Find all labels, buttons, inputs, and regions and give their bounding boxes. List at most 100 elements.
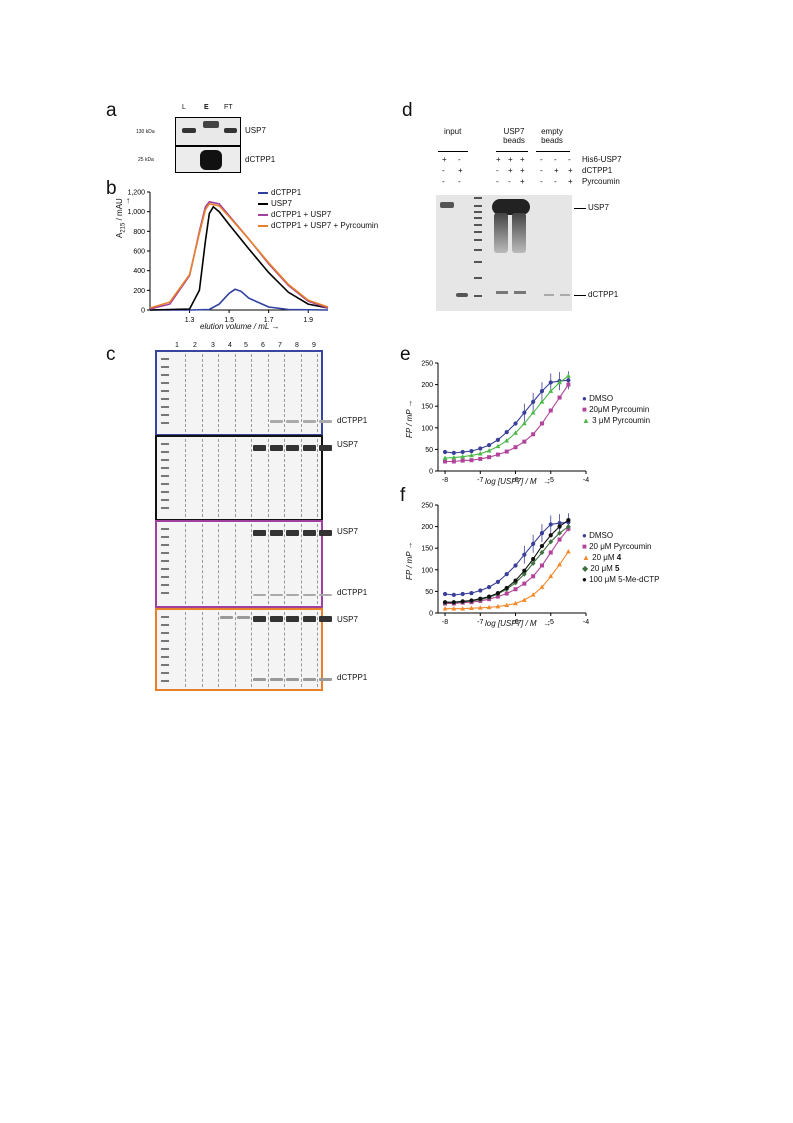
lane-separator xyxy=(201,524,203,604)
data-point xyxy=(460,591,465,597)
gel-band xyxy=(253,530,266,536)
data-point xyxy=(548,573,554,579)
ladder-band xyxy=(161,491,169,493)
legend-b: dCTPP1 USP7 dCTPP1 + USP7 dCTPP1 + USP7 … xyxy=(258,187,378,231)
data-point xyxy=(469,458,474,463)
sign-cell: + xyxy=(568,177,573,186)
x-tick-label: -7 xyxy=(477,477,483,484)
ladder-band xyxy=(161,499,169,501)
data-point xyxy=(504,585,509,591)
gel-label: dCTPP1 xyxy=(337,416,368,425)
legend-f-swatch: ● xyxy=(582,531,587,540)
legend-b-swatch xyxy=(258,202,268,205)
gel-band xyxy=(319,420,332,423)
data-point xyxy=(565,524,571,530)
data-point xyxy=(460,599,465,604)
ladder-band xyxy=(161,584,169,586)
header-usp7-beads: USP7 beads xyxy=(503,127,525,145)
data-point xyxy=(486,442,492,448)
ladder-band xyxy=(161,680,169,682)
ladder-band xyxy=(161,390,169,392)
gel-band xyxy=(253,594,266,596)
lane-separator xyxy=(300,354,302,432)
legend-f: ● DMSO ■ 20 μM Pyrcoumin ▲ 20 μM 4 ◆ 20 … xyxy=(582,530,659,585)
ladder-band xyxy=(161,459,169,461)
data-point xyxy=(504,591,509,596)
lane-separator xyxy=(300,524,302,604)
legend-f-swatch: ● xyxy=(582,575,587,584)
legend-b-item: USP7 xyxy=(258,198,378,209)
gel-band xyxy=(269,594,283,596)
gel-label: dCTPP1 xyxy=(337,673,368,682)
gel-band xyxy=(286,678,299,681)
gel-band xyxy=(253,678,266,681)
band-label-dctpp1: dCTPP1 xyxy=(588,290,619,299)
data-point xyxy=(442,449,448,455)
legend-e-swatch: ● xyxy=(582,394,587,403)
ladder-band xyxy=(161,414,169,416)
ladder-band xyxy=(161,672,169,674)
gel-band xyxy=(286,616,299,622)
legend-f-label: 20 μM xyxy=(592,553,617,562)
fit-line xyxy=(444,375,569,459)
lane-separator xyxy=(251,354,252,432)
sign-cell: - xyxy=(540,155,543,164)
xlabel-b: elution volume / mL → xyxy=(200,322,280,331)
data-point xyxy=(460,449,465,455)
lane-separator xyxy=(201,354,203,432)
sign-cell: + xyxy=(520,155,525,164)
lane-number: 4 xyxy=(228,342,232,349)
legend-f-swatch: ▲ xyxy=(582,553,590,562)
sign-cell: - xyxy=(458,155,461,164)
ladder-band xyxy=(161,382,169,384)
gel-band xyxy=(286,530,299,536)
legend-f-item: ● 100 μM 5-Me-dCTP xyxy=(582,574,659,585)
ladder-band xyxy=(474,217,482,219)
legend-b-item: dCTPP1 + USP7 xyxy=(258,209,378,220)
panel-label-e: e xyxy=(400,344,411,365)
data-point xyxy=(539,399,545,404)
data-point xyxy=(522,410,527,415)
ladder-band xyxy=(161,366,169,368)
gel-label: dCTPP1 xyxy=(337,588,368,597)
y-tick-label: 600 xyxy=(133,249,145,256)
lane-separator xyxy=(185,354,186,432)
legend-f-compound: 4 xyxy=(616,553,622,562)
gel-usp7 xyxy=(155,435,332,521)
ladder-band xyxy=(474,231,482,233)
data-point xyxy=(477,605,483,610)
data-point xyxy=(469,449,474,454)
legend-f-label: 20 μM Pyrcoumin xyxy=(589,542,652,551)
sign-cell: - xyxy=(508,177,511,186)
gel-dctpp1-usp7-pyrcoumin xyxy=(155,608,332,691)
data-point xyxy=(451,600,456,605)
ladder-band xyxy=(161,536,169,538)
band-label-dctpp1: dCTPP1 xyxy=(245,155,276,164)
blot-top xyxy=(175,117,241,146)
data-point xyxy=(557,521,562,526)
xlabel-f: log [USP7] / M → xyxy=(485,619,552,628)
y-tick-label: 800 xyxy=(133,229,145,236)
legend-e-label: 3 μM Pyrcoumin xyxy=(592,416,651,425)
gel-band xyxy=(302,594,316,596)
y-tick-label: 200 xyxy=(133,288,145,295)
lane-separator xyxy=(317,354,318,432)
sign-cell: + xyxy=(442,155,447,164)
gel-band xyxy=(302,530,316,536)
y-tick-label: 150 xyxy=(421,546,433,553)
y-tick-label: 50 xyxy=(425,447,433,454)
data-point xyxy=(442,606,448,611)
ladder-band xyxy=(161,467,169,469)
data-point xyxy=(557,524,562,529)
data-point xyxy=(557,537,562,542)
gel-band xyxy=(269,445,283,451)
ladder-band xyxy=(161,592,169,594)
data-point xyxy=(530,410,536,415)
data-point xyxy=(513,578,518,583)
lane-separator xyxy=(201,612,203,687)
x-tick-label: -5 xyxy=(548,477,554,484)
legend-b-label: dCTPP1 + USP7 xyxy=(271,210,332,219)
sign-cell: - xyxy=(540,177,543,186)
data-point xyxy=(469,591,474,596)
ladder-band xyxy=(161,632,169,634)
